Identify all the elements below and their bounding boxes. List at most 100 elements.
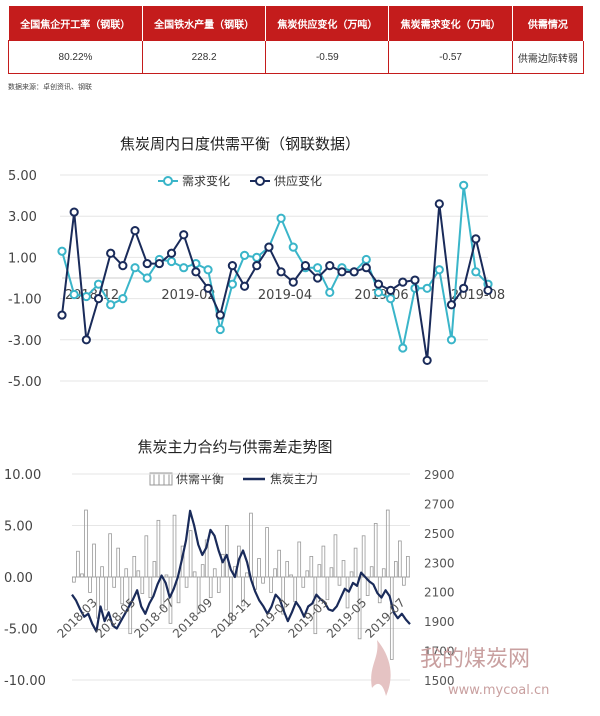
balance-bar (220, 553, 225, 578)
balance-bar (373, 523, 378, 578)
demand-point (288, 242, 298, 252)
chart2-y-axis-left: 10.00 5.00 0.00 -5.00 -10.00 (4, 468, 46, 689)
supply-point (386, 285, 396, 295)
supply-point (373, 279, 384, 289)
supply-point (313, 273, 323, 283)
demand-point (422, 283, 432, 293)
watermark-flame-icon (371, 640, 391, 696)
chart1-x-tick: 2018-12 (65, 288, 119, 303)
watermark-text: 我的煤炭网 (420, 647, 530, 672)
chart2-y2-tick: 2300 (424, 556, 455, 570)
header-supply-demand-status: 供需情况 (512, 6, 585, 41)
demand-point (118, 294, 128, 304)
chart1-y-tick: 3.00 (8, 210, 37, 225)
balance-bar (100, 566, 104, 578)
demand-point (313, 263, 323, 273)
supply-line (61, 203, 489, 361)
supply-point (483, 285, 493, 295)
chart2-x-tick: 2018-07 (131, 595, 176, 640)
supply-point (154, 258, 164, 269)
demand-point (203, 265, 213, 275)
demand-point (130, 263, 140, 273)
chart1-title: 焦炭周内日度供需平衡（钢联数据） (120, 135, 360, 153)
balance-bar (168, 576, 173, 624)
balance-bar (204, 539, 209, 578)
chart1-x-tick: 2019-02 (161, 288, 215, 303)
balance-bar (321, 545, 326, 578)
balance-bar (80, 573, 84, 578)
legend-supply-marker (255, 176, 265, 186)
balance-bar (277, 549, 281, 578)
demand-point (325, 287, 335, 298)
balance-bar (196, 576, 201, 614)
chart-daily-balance: 焦炭周内日度供需平衡（钢联数据） 需求变化 供应变化 5.00 3.00 1.00 -… (8, 135, 505, 390)
demand-point (57, 246, 67, 256)
balance-bar (317, 564, 322, 578)
balance-bar (225, 525, 229, 578)
balance-bar (269, 576, 273, 593)
balance-bar (156, 519, 161, 578)
source-note: 数据来源：卓创资讯、钢联 (8, 84, 92, 91)
chart2-y-axis-right: 2900 2700 2500 2300 2100 1900 1700 1500 (424, 468, 455, 688)
balance-bar (192, 571, 197, 578)
balance-bar (92, 543, 96, 578)
chart1-y-tick: -5.00 (8, 375, 42, 390)
chart2-y2-tick: 2100 (424, 586, 455, 600)
supply-point (227, 261, 237, 271)
header-hot-metal-output: 全国铁水产量（钢联） (142, 6, 267, 41)
demand-point (361, 254, 371, 265)
balance-bar (188, 530, 193, 578)
demand-point (252, 252, 262, 262)
header-coking-utilization: 全国焦企开工率（钢联） (8, 6, 143, 41)
balance-bar (353, 547, 358, 578)
demand-point (227, 279, 237, 289)
chart2-x-tick: 2019-07 (362, 595, 407, 640)
balance-bar (394, 561, 398, 578)
balance-bar (297, 541, 302, 578)
balance-bar (108, 533, 112, 578)
balance-bar (273, 568, 277, 578)
balance-bar (229, 576, 233, 624)
chart2-x-tick: 2019-03 (285, 595, 330, 640)
balance-bar (285, 561, 289, 578)
balance-bar (104, 576, 108, 611)
supply-point (166, 248, 177, 258)
supply-point (81, 335, 91, 345)
balance-bar (84, 509, 88, 578)
supply-point (349, 267, 359, 277)
value-coke-demand-change: -0.57 (388, 40, 513, 74)
balance-bar (200, 564, 205, 578)
supply-point (288, 277, 298, 287)
demand-point (434, 265, 444, 275)
chart2-y-tick: 5.00 (4, 520, 33, 535)
supply-point (264, 242, 274, 252)
balance-bar (112, 576, 116, 588)
supply-point (239, 281, 250, 291)
balance-bar (265, 527, 269, 578)
chart2-y-tick: -5.00 (4, 623, 38, 638)
supply-point (130, 226, 140, 236)
supply-point (361, 263, 371, 273)
balance-bar (289, 574, 294, 578)
demand-point (471, 267, 481, 277)
balance-bar (212, 568, 217, 578)
supply-point (410, 275, 420, 285)
balance-bar (305, 570, 310, 578)
supply-point (191, 267, 201, 277)
demand-point (81, 291, 91, 302)
supply-point (142, 258, 152, 269)
supply-point (118, 261, 128, 271)
chart2-y2-tick: 1900 (424, 615, 455, 629)
balance-bar (140, 576, 145, 594)
demand-point (446, 335, 457, 345)
balance-bar (132, 555, 137, 578)
watermark: 我的煤炭网 www.mycoal.cn (371, 640, 549, 698)
balance-bar (281, 576, 285, 615)
balance-bar (148, 576, 153, 599)
chart2-y2-tick: 2500 (424, 527, 455, 541)
header-coke-demand-change: 焦炭需求变化（万吨） (388, 6, 513, 41)
futures-line (71, 509, 411, 633)
legend-balance-label: 供需平衡 (176, 472, 224, 486)
supply-point (422, 355, 432, 365)
balance-bar (309, 555, 314, 578)
